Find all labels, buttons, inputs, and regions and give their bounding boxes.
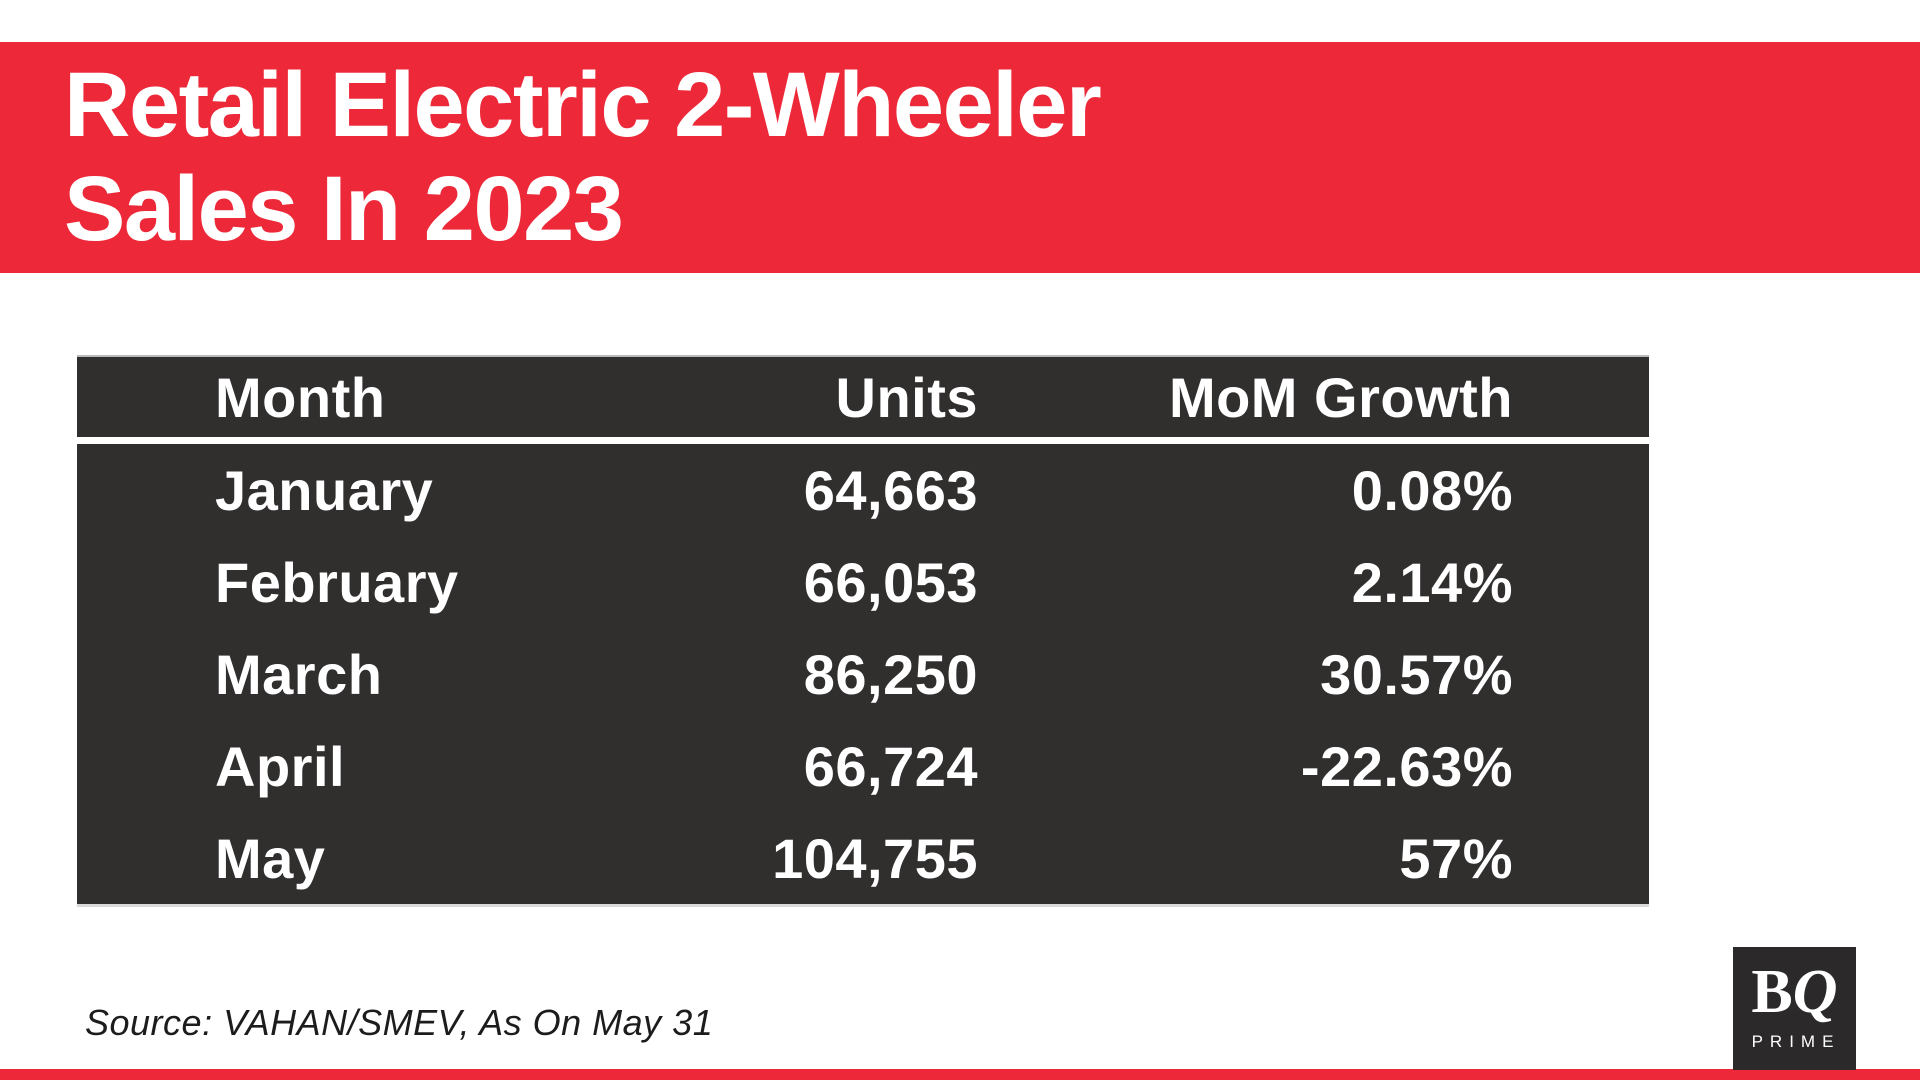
growth-cell: 30.57% xyxy=(1320,642,1513,706)
units-cell: 66,053 xyxy=(803,550,978,614)
growth-cell: 2.14% xyxy=(1351,550,1513,614)
growth-cell: -22.63% xyxy=(1300,734,1513,798)
growth-cell: 0.08% xyxy=(1351,458,1513,522)
table-body: January 64,663 0.08% February 66,053 2.1… xyxy=(77,444,1649,907)
table-row: February 66,053 2.14% xyxy=(215,536,1513,628)
page-title: Retail Electric 2-Wheeler Sales In 2023 xyxy=(64,54,1920,260)
table-row: March 86,250 30.57% xyxy=(215,628,1513,720)
header-units: Units xyxy=(835,365,978,429)
table-row: January 64,663 0.08% xyxy=(215,444,1513,536)
page-title-line1: Retail Electric 2-Wheeler xyxy=(64,54,1102,157)
units-cell: 66,724 xyxy=(803,734,978,798)
month-cell: March xyxy=(215,642,383,706)
units-cell: 64,663 xyxy=(803,458,978,522)
header-mom-growth: MoM Growth xyxy=(1168,365,1513,429)
month-cell: January xyxy=(215,458,434,522)
table-header-row: Month Units MoM Growth xyxy=(77,355,1649,437)
bq-logo-b: B xyxy=(1751,958,1793,1026)
title-banner: Retail Electric 2-Wheeler Sales In 2023 xyxy=(0,42,1920,273)
month-cell: May xyxy=(215,826,326,890)
page-title-line2: Sales In 2023 xyxy=(64,157,624,260)
units-cell: 86,250 xyxy=(803,642,978,706)
header-body-divider xyxy=(77,437,1649,444)
header-month: Month xyxy=(215,365,386,429)
bq-logo-monogram: BQ xyxy=(1751,961,1837,1023)
table-row: April 66,724 -22.63% xyxy=(215,720,1513,812)
table-row: May 104,755 57% xyxy=(215,812,1513,904)
bq-logo-prime-label: PRIME xyxy=(1751,1032,1841,1051)
month-cell: February xyxy=(215,550,459,614)
source-citation: Source: VAHAN/SMEV, As On May 31 xyxy=(85,1002,714,1043)
month-cell: April xyxy=(215,734,346,798)
units-cell: 104,755 xyxy=(772,826,978,890)
growth-cell: 57% xyxy=(1399,826,1513,890)
sales-table: Month Units MoM Growth January 64,663 0.… xyxy=(77,355,1649,907)
bq-prime-logo: BQ PRIME xyxy=(1733,947,1856,1070)
bq-logo-q: Q xyxy=(1792,958,1838,1026)
bottom-accent-strip xyxy=(0,1069,1920,1080)
